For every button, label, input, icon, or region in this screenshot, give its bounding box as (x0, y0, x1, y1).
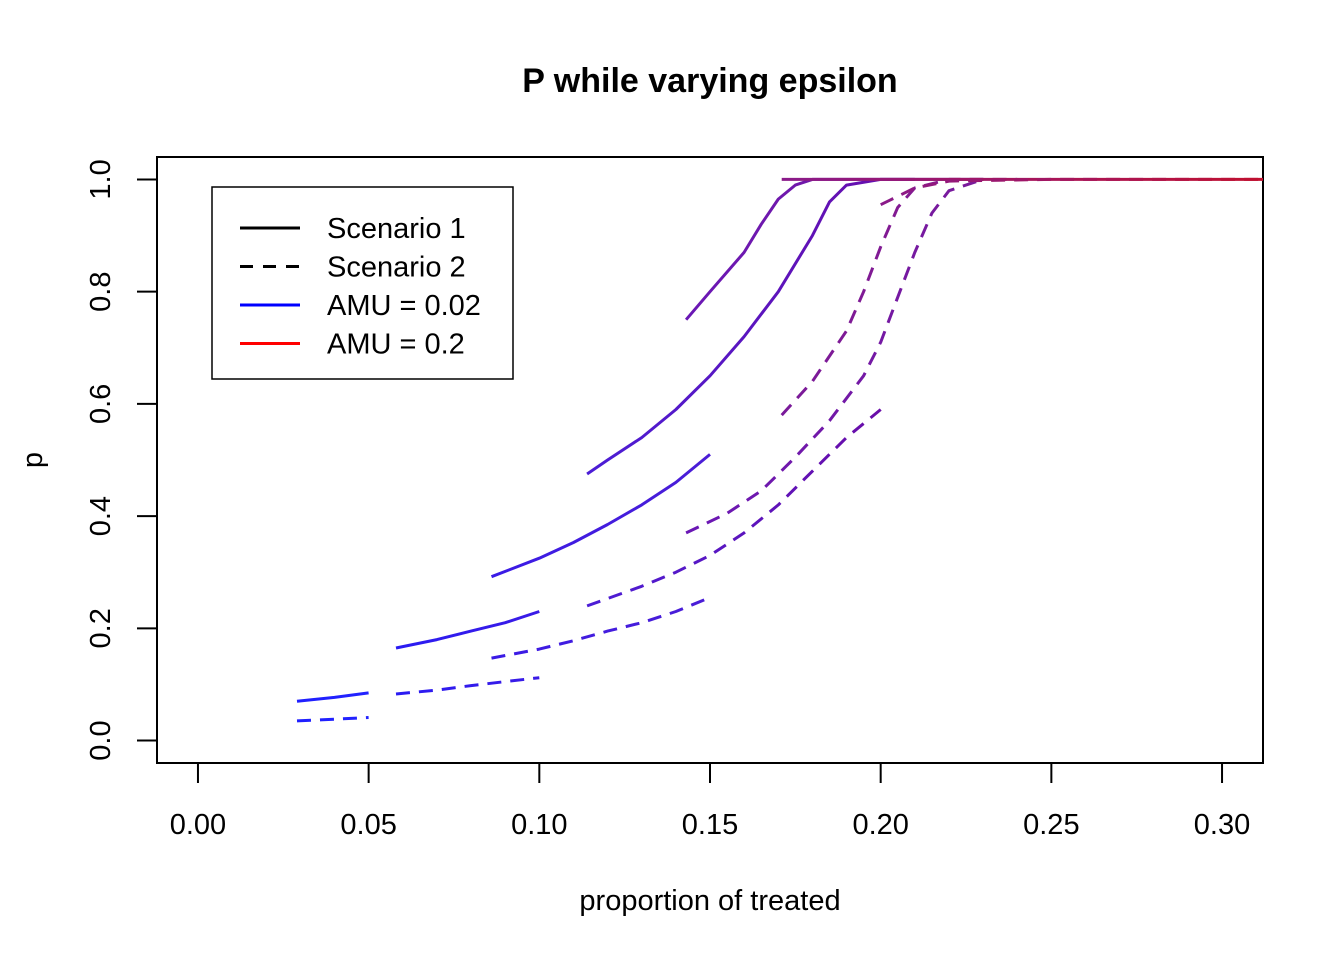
x-tick-label: 0.10 (511, 809, 567, 841)
y-axis: 0.0 0.2 0.4 0.6 0.8 1.0 (85, 159, 158, 761)
y-tick-label: 1.0 (85, 159, 117, 199)
series-line (685, 177, 984, 535)
legend-label: Scenario 2 (327, 252, 466, 284)
chart-title: P while varying epsilon (522, 62, 897, 100)
legend-label: AMU = 0.2 (327, 329, 465, 361)
y-tick-label: 0.6 (85, 384, 117, 424)
x-tick-label: 0.25 (1023, 809, 1079, 841)
legend-label: Scenario 1 (327, 213, 466, 245)
x-axis-label: proportion of treated (579, 885, 840, 917)
x-tick-label: 0.20 (852, 809, 908, 841)
series-line (395, 610, 540, 650)
legend-box (211, 186, 514, 380)
series-line (490, 453, 711, 579)
x-axis: 0.00 0.05 0.10 0.15 0.20 0.25 0.30 (170, 762, 1250, 841)
legend: Scenario 1 Scenario 2 AMU = 0.02 AMU = 0.2 (211, 186, 514, 380)
legend-label: AMU = 0.02 (327, 290, 481, 322)
y-tick-label: 0.2 (85, 608, 117, 648)
series-line (586, 408, 882, 608)
series-line (395, 676, 540, 696)
y-tick-label: 0.4 (85, 496, 117, 536)
series-line (586, 177, 915, 476)
series-line (491, 596, 711, 660)
x-tick-label: 0.00 (170, 809, 226, 841)
y-tick-label: 0.8 (85, 272, 117, 312)
series-line (296, 716, 369, 723)
series-line (296, 691, 369, 703)
y-tick-label: 0.0 (85, 720, 117, 760)
series-layer (296, 177, 1263, 723)
series-line (684, 177, 984, 321)
series-line (880, 177, 1263, 207)
x-tick-label: 0.15 (682, 809, 738, 841)
y-axis-label: p (17, 452, 49, 468)
x-tick-label: 0.30 (1194, 809, 1250, 841)
series-line (780, 177, 1018, 417)
x-tick-label: 0.05 (340, 809, 396, 841)
